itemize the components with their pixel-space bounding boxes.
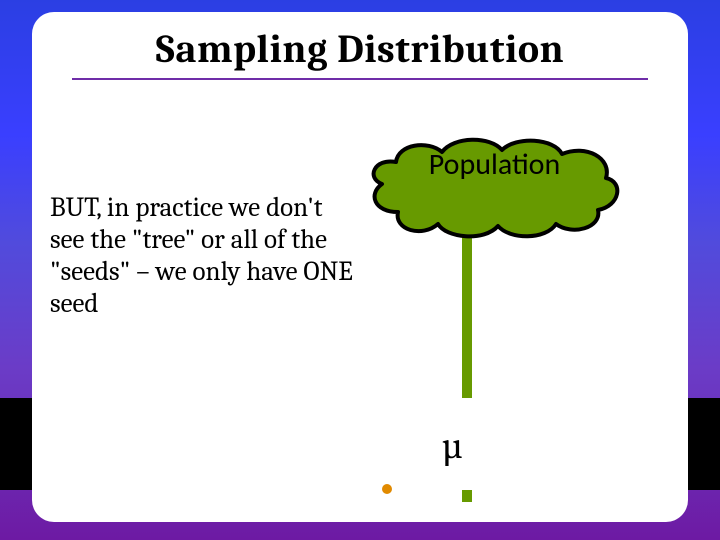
mu-symbol: µ	[442, 424, 463, 468]
occlusion-bar-panel: µ	[32, 398, 688, 490]
cloud-label: Population	[362, 146, 627, 183]
slide-title: Sampling Distribution	[32, 26, 688, 72]
title-underline	[72, 78, 648, 80]
body-paragraph: BUT, in practice we don't see the "tree"…	[50, 192, 360, 319]
occlusion-bar: µ	[0, 398, 720, 490]
population-cloud: Population	[362, 134, 627, 242]
slide-frame: Sampling Distribution BUT, in practice w…	[0, 0, 720, 540]
seed-dot	[382, 484, 392, 494]
